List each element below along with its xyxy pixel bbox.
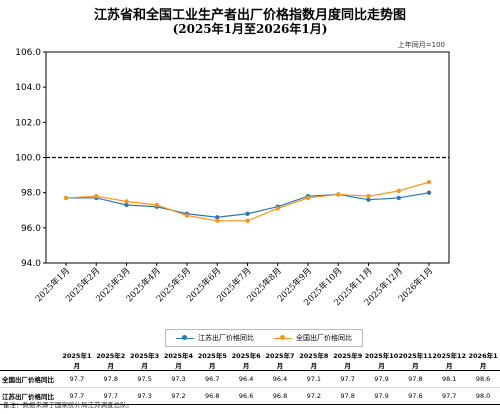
- table-cell: 96.6: [229, 387, 264, 405]
- data-point-national: [245, 218, 250, 223]
- table-cell: 97.1: [296, 370, 331, 388]
- table-row: 江苏出厂价格同比 97.7 97.7 97.3 97.2 96.8 96.6 96.8 97.2…: [0, 387, 500, 405]
- table-cell: 97.7: [60, 370, 94, 388]
- table-row-label: 江苏出厂价格同比: [0, 387, 60, 405]
- table-cell: 98.0: [466, 387, 500, 405]
- legend-label-jiangsu: 江苏出厂价格同比: [198, 334, 254, 342]
- chart-subtitle: (2025年1月至2026年1月): [172, 22, 328, 36]
- table-row: 全国出厂价格同比 97.7 97.8 97.5 97.3 96.7 96.4 96.4 97.1…: [0, 370, 500, 388]
- table-cell: 97.7: [432, 387, 467, 405]
- table-column-header: 2025年12月: [432, 350, 467, 371]
- table-column-header: 2025年5月: [195, 350, 230, 371]
- y-tick-label: 96.0: [21, 224, 41, 234]
- table-cell: 97.3: [161, 370, 196, 388]
- y-tick-label: 104.0: [15, 83, 41, 93]
- data-point-national: [305, 195, 311, 201]
- table-cell: 97.8: [398, 370, 433, 388]
- table-cell: 97.5: [127, 370, 162, 388]
- table-cell: 96.7: [195, 370, 230, 388]
- table-cell: 98.6: [466, 370, 500, 388]
- chart-legend: 江苏出厂价格同比 全国出厂价格同比: [165, 329, 363, 347]
- table-column-header: 2025年10月: [364, 350, 399, 371]
- data-point-national: [426, 179, 432, 185]
- data-point-national: [124, 199, 129, 204]
- table-column-header: 2025年7月: [263, 350, 297, 371]
- table-cell: 97.9: [364, 370, 399, 388]
- base-note: 上年同月=100: [397, 41, 445, 49]
- chart-title: 江苏省和全国工业生产者出厂价格指数月度同比走势图: [93, 8, 406, 23]
- table-cell: 97.7: [330, 370, 365, 388]
- legend-swatch-national: [274, 334, 292, 340]
- table-header-row: 2025年1月 2025年2月 2025年3月 2025年4月 2025年5月 2025年…: [0, 350, 500, 371]
- y-tick-label: 106.0: [15, 48, 41, 58]
- table-column-header: 2026年1月: [466, 350, 500, 371]
- table-cell: 97.7: [93, 387, 128, 405]
- table-cell: 97.2: [161, 387, 196, 405]
- legend-label-national: 全国出厂价格同比: [296, 334, 352, 342]
- data-point-national: [366, 193, 371, 199]
- y-tick-label: 100.0: [15, 154, 41, 164]
- data-point-national: [275, 206, 280, 211]
- data-point-national: [94, 193, 99, 199]
- table-cell: 97.2: [296, 387, 331, 405]
- data-table: 2025年1月 2025年2月 2025年3月 2025年4月 2025年5月 2025年…: [0, 350, 500, 405]
- y-tick-label: 94.0: [21, 259, 41, 269]
- footnote: 备注：数据来源于国家统计局江苏调查总队。: [3, 401, 133, 409]
- y-tick-label: 102.0: [15, 118, 41, 128]
- data-point-jiangsu: [396, 195, 401, 201]
- data-point-national: [215, 218, 220, 223]
- data-point-jiangsu: [366, 197, 371, 202]
- table-column-header: 2025年3月: [127, 350, 162, 371]
- data-point-jiangsu: [124, 202, 129, 208]
- line-chart: 94.096.098.0100.0102.0104.0106.02025年1月2…: [15, 48, 450, 308]
- legend-item-jiangsu: 江苏出厂价格同比: [176, 333, 254, 343]
- legend-swatch-jiangsu: [176, 334, 194, 340]
- table-cell: 96.4: [229, 370, 264, 388]
- legend-item-national: 全国出厂价格同比: [274, 333, 352, 343]
- table-cell: 97.3: [127, 387, 162, 405]
- table-cell: 97.8: [330, 387, 365, 405]
- table-cell: 96.8: [263, 387, 297, 405]
- table-column-header: 2025年1月: [60, 350, 94, 371]
- data-point-national: [154, 202, 159, 208]
- data-point-jiangsu: [245, 211, 250, 216]
- table-cell: 97.7: [60, 387, 94, 405]
- table-column-header: 2025年2月: [93, 350, 128, 371]
- table-cell: 96.8: [195, 387, 230, 405]
- data-point-national: [184, 213, 190, 218]
- table-cell: 96.4: [263, 370, 297, 388]
- table-row-label: 全国出厂价格同比: [0, 370, 60, 388]
- table-column-header: 2025年11月: [398, 350, 433, 371]
- table-cell: 97.8: [93, 370, 128, 388]
- table-column-header: 2025年8月: [296, 350, 331, 371]
- table-column-header: 2025年9月: [330, 350, 365, 371]
- table-column-header: 2025年6月: [229, 350, 264, 371]
- table-column-header: 2025年4月: [161, 350, 196, 371]
- table-cell: 97.9: [364, 387, 399, 405]
- table-corner: [0, 350, 60, 371]
- data-point-jiangsu: [426, 190, 432, 195]
- table-cell: 97.6: [398, 387, 433, 405]
- data-point-national: [396, 188, 401, 194]
- data-point-national: [336, 192, 341, 197]
- data-point-national: [63, 195, 69, 201]
- y-tick-label: 98.0: [21, 189, 41, 199]
- data-point-jiangsu: [215, 215, 220, 220]
- table-cell: 98.1: [432, 370, 467, 388]
